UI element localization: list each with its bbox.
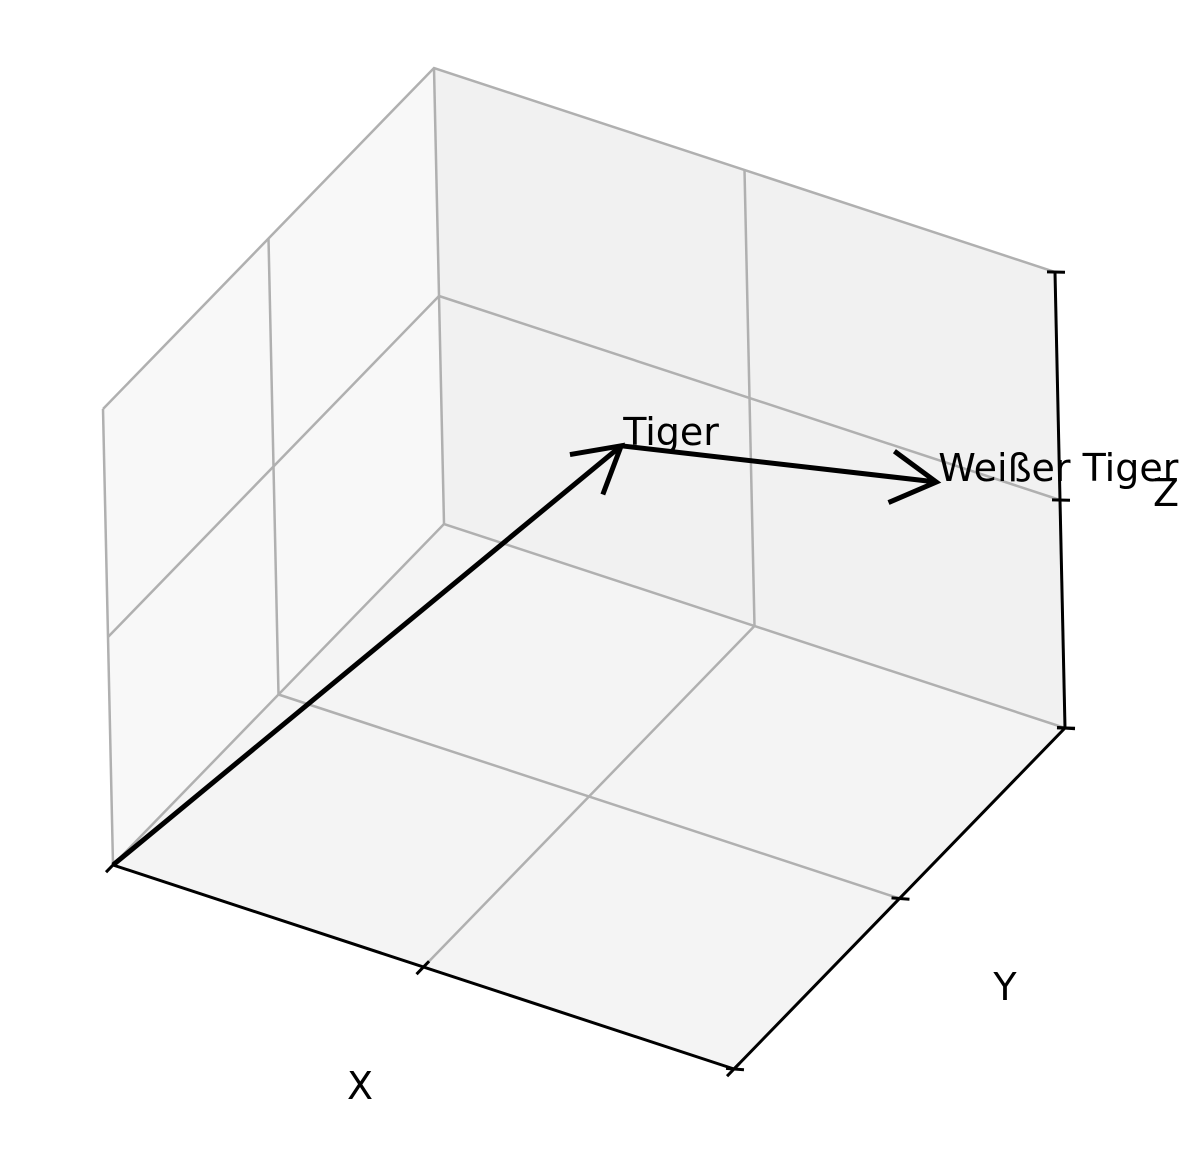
grid-left-z [107,295,440,638]
y-axis-label: Y [992,965,1017,1009]
grid-back-z [438,294,1061,502]
axes-panes [101,66,1067,1069]
grid-floor-y [278,693,900,900]
vector-2-shaft [620,443,937,485]
x-axis-label: X [347,1064,373,1108]
vector-2-label: Weißer Tiger [938,446,1178,490]
y-tick-0 [725,1066,745,1072]
grid-lines [107,169,1061,968]
x-tick-1 [415,960,431,976]
z-axis-label: Z [1153,471,1179,515]
labels: X Y Z [347,471,1179,1108]
vector-1-shaft [111,443,623,867]
pane-edge-floor [112,522,1066,866]
vector-2-head [887,449,942,505]
y-tick-1 [891,896,910,901]
